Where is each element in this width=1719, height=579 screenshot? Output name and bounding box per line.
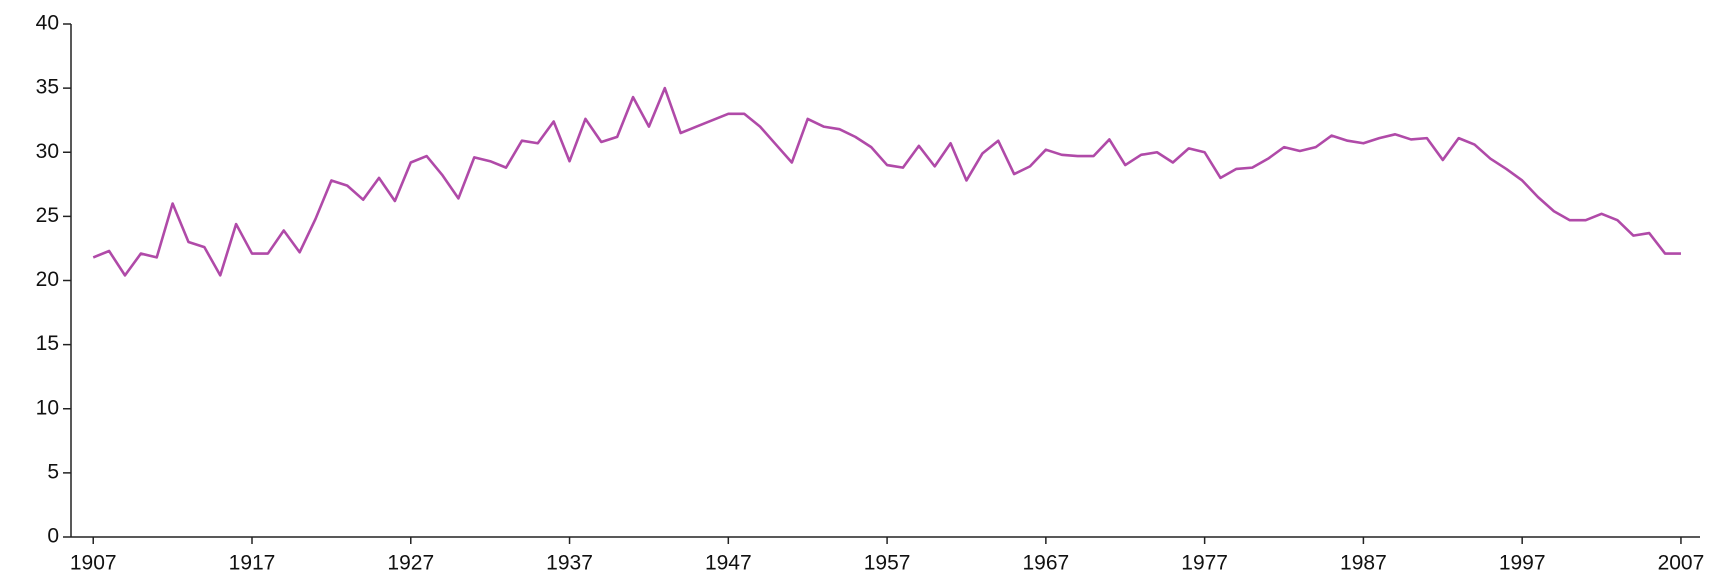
- x-tick-label: 1967: [1023, 552, 1070, 575]
- y-tick-label: 15: [36, 332, 59, 355]
- x-tick-label: 1977: [1181, 552, 1228, 575]
- y-tick-label: 40: [36, 12, 59, 35]
- y-tick-label: 10: [36, 396, 59, 419]
- x-tick-label: 1997: [1499, 552, 1546, 575]
- y-tick-label: 0: [47, 525, 59, 548]
- x-tick-label: 1907: [70, 552, 117, 575]
- y-tick-label: 35: [36, 76, 59, 99]
- x-tick-label: 2007: [1658, 552, 1705, 575]
- y-tick-label: 20: [36, 268, 59, 291]
- y-tick-label: 30: [36, 140, 59, 163]
- x-tick-label: 1937: [546, 552, 593, 575]
- y-tick-label: 25: [36, 204, 59, 227]
- x-tick-label: 1947: [705, 552, 752, 575]
- data-line: [92, 86, 1681, 277]
- x-tick-label: 1987: [1340, 552, 1387, 575]
- x-tick-label: 1927: [387, 552, 434, 575]
- x-tick-label: 1917: [229, 552, 276, 575]
- x-tick-label: 1957: [864, 552, 911, 575]
- y-tick-label: 5: [47, 460, 59, 483]
